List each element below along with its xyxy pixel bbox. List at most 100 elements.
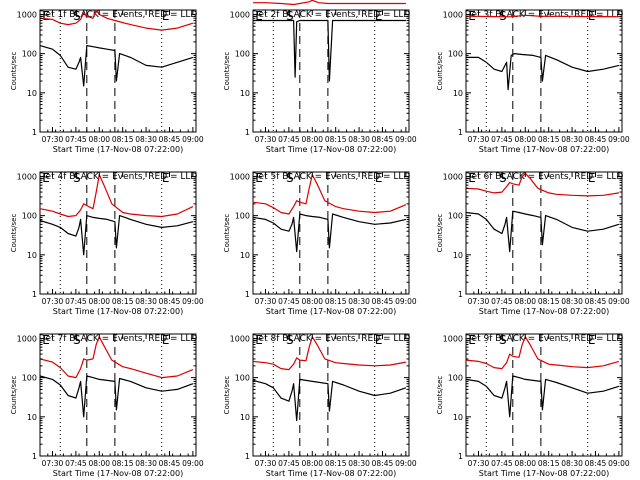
x-axis-label: Start Time (17-Nov-08 07:22:00) xyxy=(266,145,396,154)
lld-series-line xyxy=(39,174,194,218)
y-tick-label: 10 xyxy=(240,89,250,98)
x-tick-label: 07:45 xyxy=(65,297,87,306)
lld-series-line xyxy=(39,336,194,379)
x-tick-label: 07:45 xyxy=(278,459,300,468)
x-tick-label: 09:00 xyxy=(608,297,630,306)
y-tick-label: 1 xyxy=(245,290,250,299)
events-series-line xyxy=(465,210,620,253)
x-axis-label: Start Time (17-Nov-08 07:22:00) xyxy=(479,307,609,316)
chart-title: Det 8f BLACK = Events, RED = LLD xyxy=(252,334,411,344)
marker-label-E: E xyxy=(162,9,170,23)
events-series-line xyxy=(252,213,407,253)
marker-label-E: E xyxy=(468,333,476,347)
lld-series-line xyxy=(252,336,407,371)
x-tick-label: 08:15 xyxy=(112,459,134,468)
y-tick-label: 10 xyxy=(453,89,463,98)
y-tick-label: 10 xyxy=(453,413,463,422)
marker-label-S: S xyxy=(499,9,507,23)
x-tick-label: 08:45 xyxy=(585,135,607,144)
x-tick-label: 07:30 xyxy=(42,459,64,468)
x-tick-label: 09:00 xyxy=(608,135,630,144)
x-axis-label: Start Time (17-Nov-08 07:22:00) xyxy=(53,145,183,154)
x-tick-label: 07:45 xyxy=(491,459,513,468)
x-tick-label: 08:45 xyxy=(159,459,181,468)
y-axis-label: Counts/sec xyxy=(436,214,444,253)
x-tick-label: 07:45 xyxy=(278,135,300,144)
y-tick-label: 1 xyxy=(458,128,463,137)
x-tick-label: 08:45 xyxy=(372,297,394,306)
marker-label-E: E xyxy=(588,333,596,347)
x-tick-label: 07:45 xyxy=(278,297,300,306)
events-series-line xyxy=(39,375,194,418)
x-tick-label: 08:00 xyxy=(301,135,323,144)
x-tick-label: 08:30 xyxy=(135,297,157,306)
marker-label-E: E xyxy=(42,9,50,23)
lld-series-line xyxy=(466,14,619,18)
x-tick-label: 08:30 xyxy=(348,297,370,306)
x-tick-label: 09:00 xyxy=(182,297,204,306)
x-tick-label: 07:30 xyxy=(468,297,490,306)
y-tick-label: 1000 xyxy=(17,172,37,181)
x-tick-label: 09:00 xyxy=(182,459,204,468)
x-tick-label: 09:00 xyxy=(395,297,417,306)
marker-label-E: E xyxy=(255,171,263,185)
marker-label-E: E xyxy=(162,333,170,347)
events-series-line xyxy=(39,215,194,256)
x-tick-label: 08:30 xyxy=(348,135,370,144)
x-axis-label: Start Time (17-Nov-08 07:22:00) xyxy=(53,469,183,478)
chart-title: Det 1f BLACK = Events, RED = LLD xyxy=(39,10,198,20)
x-tick-label: 08:00 xyxy=(88,135,110,144)
x-tick-label: 07:30 xyxy=(42,297,64,306)
marker-label-E: E xyxy=(375,333,383,347)
y-tick-label: 1 xyxy=(458,290,463,299)
y-tick-label: 10 xyxy=(27,251,37,260)
y-tick-label: 1000 xyxy=(17,334,37,343)
y-tick-label: 10 xyxy=(240,251,250,260)
y-tick-label: 1000 xyxy=(443,334,463,343)
marker-label-E: E xyxy=(42,171,50,185)
marker-label-S: S xyxy=(286,9,294,23)
y-axis-label: Counts/sec xyxy=(10,376,18,415)
x-tick-label: 08:00 xyxy=(514,459,536,468)
x-tick-label: 07:30 xyxy=(255,297,277,306)
x-tick-label: 08:00 xyxy=(88,297,110,306)
y-tick-label: 100 xyxy=(235,212,250,221)
y-tick-label: 1 xyxy=(458,452,463,461)
y-tick-label: 1 xyxy=(32,128,37,137)
marker-label-S: S xyxy=(73,333,81,347)
x-tick-label: 07:45 xyxy=(491,297,513,306)
y-tick-label: 100 xyxy=(448,50,463,59)
marker-label-E: E xyxy=(255,333,263,347)
marker-label-E: E xyxy=(375,9,383,23)
lld-series-line xyxy=(252,174,407,215)
marker-label-S: S xyxy=(286,333,294,347)
y-tick-label: 100 xyxy=(22,374,37,383)
y-tick-label: 100 xyxy=(448,212,463,221)
chart-title: Det 2f BLACK = Events, RED = LLD xyxy=(252,10,411,20)
marker-label-S: S xyxy=(73,9,81,23)
y-tick-label: 10 xyxy=(27,413,37,422)
y-axis-label: Counts/sec xyxy=(436,376,444,415)
x-tick-label: 08:30 xyxy=(561,135,583,144)
x-axis-label: Start Time (17-Nov-08 07:22:00) xyxy=(479,145,609,154)
x-tick-label: 08:15 xyxy=(112,297,134,306)
y-tick-label: 1000 xyxy=(17,10,37,19)
x-tick-label: 08:45 xyxy=(585,459,607,468)
y-tick-label: 1000 xyxy=(443,10,463,19)
x-tick-label: 08:15 xyxy=(325,459,347,468)
marker-label-E: E xyxy=(588,171,596,185)
x-tick-label: 09:00 xyxy=(395,459,417,468)
marker-label-S: S xyxy=(73,171,81,185)
x-tick-label: 07:45 xyxy=(65,459,87,468)
x-tick-label: 08:00 xyxy=(301,297,323,306)
x-tick-label: 08:45 xyxy=(372,459,394,468)
y-tick-label: 1 xyxy=(245,128,250,137)
x-tick-label: 07:30 xyxy=(255,459,277,468)
x-tick-label: 08:30 xyxy=(561,459,583,468)
x-tick-label: 08:45 xyxy=(585,297,607,306)
